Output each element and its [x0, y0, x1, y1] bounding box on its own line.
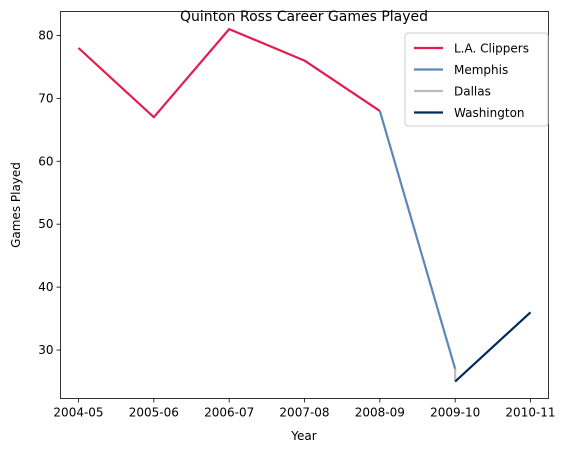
legend-label: Washington — [454, 106, 525, 120]
series-line-memphis — [378, 110, 457, 370]
y-tick-label: 40 — [38, 280, 53, 294]
legend-frame — [404, 32, 549, 127]
plot-area — [77, 28, 532, 383]
y-tick-label: 30 — [38, 343, 53, 357]
x-tick-label: 2004-05 — [53, 406, 103, 420]
series-line-washington — [454, 311, 532, 383]
x-tick-label: 2005-06 — [129, 406, 179, 420]
y-tick-label: 80 — [38, 28, 53, 42]
y-axis-label: Games Played — [9, 162, 23, 248]
x-tick-label: 2009-10 — [430, 406, 480, 420]
legend-label: Dallas — [454, 85, 491, 99]
chart-title: Quinton Ross Career Games Played — [180, 9, 428, 25]
legend: L.A. Clippers Memphis Dallas Washington — [404, 32, 549, 127]
x-tick-label: 2010-11 — [505, 406, 555, 420]
x-tick-label: 2007-08 — [279, 406, 329, 420]
y-tick-label: 60 — [38, 154, 53, 168]
x-tick-label: 2006-07 — [204, 406, 254, 420]
x-axis-label: Year — [290, 429, 316, 443]
x-tick-label: 2008-09 — [355, 406, 405, 420]
legend-label: Memphis — [454, 63, 508, 77]
series-line-l-a-clippers — [77, 28, 381, 119]
legend-label: L.A. Clippers — [454, 42, 529, 56]
y-tick-label: 70 — [38, 91, 53, 105]
y-axis: 30 40 50 60 70 80 — [38, 28, 61, 357]
x-axis: 2004-05 2005-06 2006-07 2007-08 2008-09 2009-… — [53, 398, 556, 420]
y-tick-label: 50 — [38, 217, 53, 231]
